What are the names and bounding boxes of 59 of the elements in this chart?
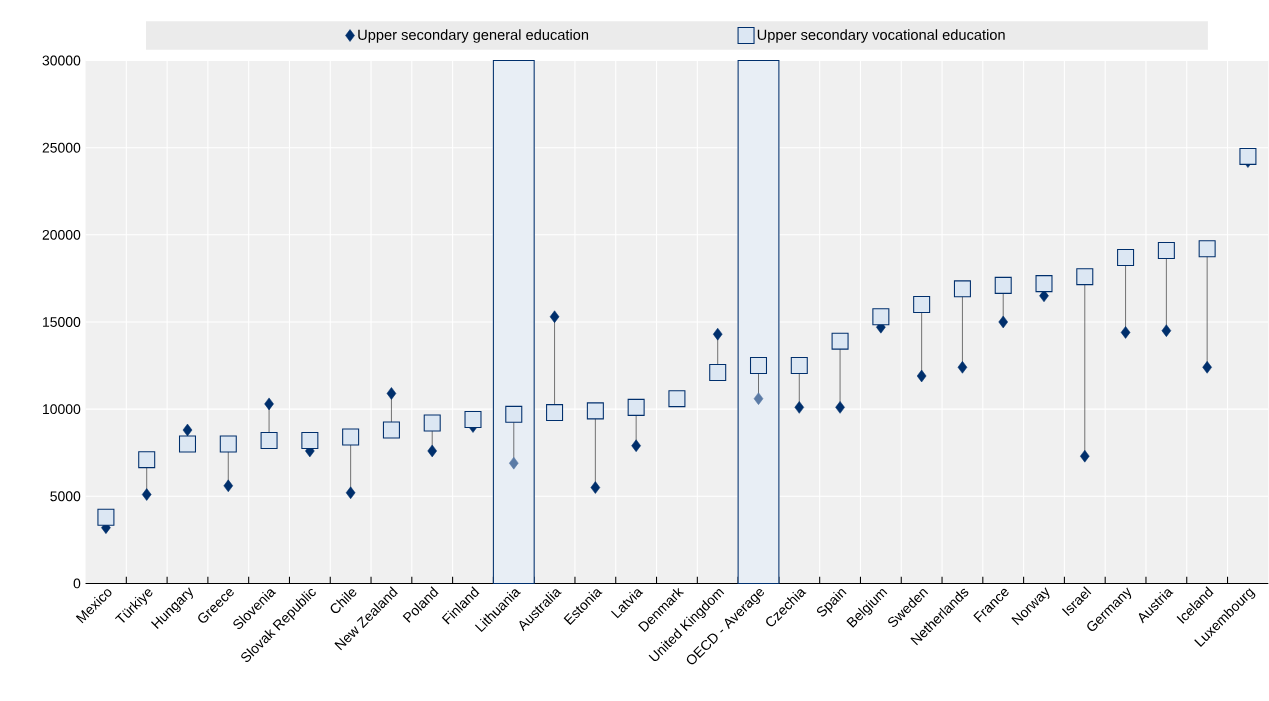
point: [1076, 268, 1094, 286]
point: [631, 439, 641, 452]
point: [916, 369, 927, 383]
y-tick-label: 20000: [42, 229, 81, 240]
point: [178, 435, 197, 453]
point: [590, 481, 601, 494]
y-tick-label: 15000: [43, 316, 81, 327]
point: [913, 295, 931, 313]
point: [219, 435, 237, 453]
point: [301, 431, 319, 449]
y-tick-label: 10000: [43, 404, 81, 414]
point: [427, 444, 437, 458]
point: [872, 308, 890, 326]
point: [998, 315, 1008, 329]
point: [505, 405, 523, 423]
point: [423, 414, 441, 432]
point: [141, 488, 152, 501]
legend-label: Upper secondary vocational education: [757, 29, 1005, 43]
point: [953, 280, 971, 298]
y-tick-label: 5000: [50, 491, 81, 502]
point: [464, 410, 482, 429]
point: [223, 479, 234, 492]
point: [97, 508, 115, 526]
point: [627, 398, 645, 416]
point: [509, 456, 519, 470]
point: [709, 363, 727, 381]
point: [794, 401, 805, 414]
point: [1117, 248, 1135, 266]
point: [790, 356, 808, 374]
point: [1035, 275, 1053, 293]
point: [831, 332, 849, 350]
point: [345, 486, 356, 499]
y-tick-label: 0: [73, 578, 81, 589]
point: [1202, 360, 1212, 374]
point: [586, 402, 604, 420]
y-tick-label: 25000: [42, 142, 81, 153]
point: [138, 451, 156, 469]
point: [1080, 449, 1090, 463]
point: [382, 421, 400, 439]
point: [753, 392, 764, 405]
point: [260, 431, 278, 449]
point: [1198, 240, 1216, 258]
point: [1120, 326, 1131, 339]
y-tick-label: 30000: [42, 55, 81, 66]
point: [546, 404, 564, 422]
point: [386, 387, 397, 400]
point: [835, 401, 845, 414]
point: [1157, 241, 1175, 259]
point: [712, 327, 723, 341]
point: [749, 356, 768, 374]
point: [957, 360, 968, 374]
point: [1161, 324, 1172, 337]
point: [994, 276, 1012, 294]
point: [549, 310, 560, 323]
point: [668, 390, 686, 408]
point: [264, 397, 274, 411]
point: [342, 428, 360, 446]
legend-label: Upper secondary general education: [358, 29, 589, 43]
point: [182, 423, 193, 437]
